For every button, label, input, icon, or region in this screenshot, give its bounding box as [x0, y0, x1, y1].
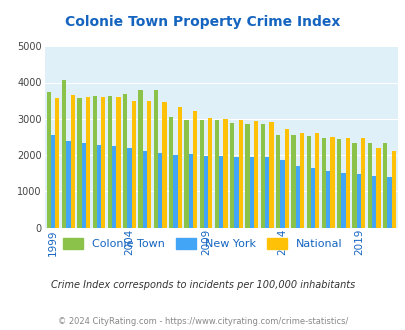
- Bar: [321, 138, 325, 228]
- Bar: [153, 90, 158, 228]
- Bar: [284, 129, 288, 228]
- Bar: [314, 133, 319, 228]
- Bar: [219, 156, 223, 228]
- Bar: [230, 123, 234, 228]
- Bar: [85, 97, 90, 228]
- Bar: [330, 137, 334, 228]
- Bar: [62, 80, 66, 228]
- Bar: [70, 95, 75, 228]
- Bar: [223, 119, 227, 228]
- Bar: [131, 101, 136, 228]
- Bar: [295, 166, 299, 228]
- Bar: [279, 160, 284, 228]
- Legend: Colonie Town, New York, National: Colonie Town, New York, National: [59, 234, 346, 253]
- Bar: [310, 168, 314, 228]
- Bar: [51, 136, 55, 228]
- Bar: [345, 138, 349, 228]
- Text: Crime Index corresponds to incidents per 100,000 inhabitants: Crime Index corresponds to incidents per…: [51, 280, 354, 290]
- Bar: [127, 148, 131, 228]
- Text: © 2024 CityRating.com - https://www.cityrating.com/crime-statistics/: © 2024 CityRating.com - https://www.city…: [58, 317, 347, 326]
- Bar: [92, 96, 96, 228]
- Bar: [238, 120, 242, 228]
- Bar: [184, 119, 188, 228]
- Bar: [188, 154, 192, 228]
- Bar: [299, 133, 303, 228]
- Bar: [264, 157, 269, 228]
- Bar: [249, 157, 254, 228]
- Bar: [360, 138, 364, 228]
- Bar: [47, 91, 51, 228]
- Bar: [112, 146, 116, 228]
- Bar: [168, 117, 173, 228]
- Text: Colonie Town Property Crime Index: Colonie Town Property Crime Index: [65, 15, 340, 29]
- Bar: [245, 123, 249, 228]
- Bar: [325, 171, 330, 228]
- Bar: [290, 135, 295, 228]
- Bar: [55, 98, 60, 228]
- Bar: [177, 107, 181, 228]
- Bar: [108, 96, 112, 228]
- Bar: [208, 118, 212, 228]
- Bar: [162, 102, 166, 228]
- Bar: [116, 97, 120, 228]
- Bar: [341, 173, 345, 228]
- Bar: [356, 174, 360, 228]
- Bar: [234, 156, 238, 228]
- Bar: [336, 140, 341, 228]
- Bar: [147, 101, 151, 228]
- Bar: [203, 156, 208, 228]
- Bar: [158, 153, 162, 228]
- Bar: [81, 144, 85, 228]
- Bar: [269, 122, 273, 228]
- Bar: [101, 97, 105, 228]
- Bar: [96, 145, 101, 228]
- Bar: [306, 136, 310, 228]
- Bar: [382, 143, 386, 228]
- Bar: [260, 124, 264, 228]
- Bar: [352, 143, 356, 228]
- Bar: [138, 90, 142, 228]
- Bar: [77, 98, 81, 228]
- Bar: [391, 151, 395, 228]
- Bar: [386, 177, 391, 228]
- Bar: [173, 155, 177, 228]
- Bar: [214, 120, 219, 228]
- Bar: [123, 94, 127, 228]
- Bar: [142, 151, 147, 228]
- Bar: [367, 143, 371, 228]
- Bar: [192, 111, 196, 228]
- Bar: [371, 176, 375, 228]
- Bar: [199, 119, 203, 228]
- Bar: [66, 141, 70, 228]
- Bar: [375, 148, 379, 228]
- Bar: [254, 121, 258, 228]
- Bar: [275, 135, 279, 228]
